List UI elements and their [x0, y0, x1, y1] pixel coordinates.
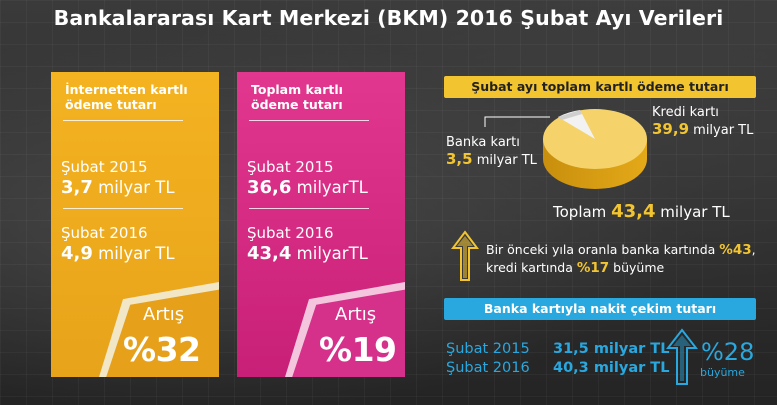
- cash-growth-label: büyüme: [700, 366, 745, 379]
- amount-2015: 3,7 milyar TL: [61, 178, 175, 198]
- growth-line2-suffix: büyüme: [609, 260, 665, 275]
- pie-chart-icon: [543, 109, 647, 189]
- total-line: Toplam 43,4 milyar TL: [553, 201, 730, 222]
- amount-unit: milyar TL: [98, 178, 175, 197]
- up-arrow-icon: [666, 328, 698, 385]
- amount-2016: 4,9 milyar TL: [61, 244, 175, 264]
- card-heading: İnternetten kartlı ödeme tutarı: [65, 82, 188, 112]
- debit-label-text: Banka kartı: [446, 135, 520, 150]
- growth-debit-value: %43: [719, 242, 752, 258]
- amount-unit: milyarTL: [296, 244, 368, 263]
- total-unit: milyar TL: [660, 203, 730, 221]
- debit-label: Banka kartı 3,5 milyar TL: [446, 135, 537, 169]
- divider: [63, 120, 183, 121]
- amount-2015: 36,6 milyarTL: [247, 178, 368, 198]
- growth-line1-prefix: Bir önceki yıla oranla banka kartında: [486, 242, 720, 257]
- total-label: Toplam: [553, 203, 607, 221]
- internet-payment-card: İnternetten kartlı ödeme tutarı Şubat 20…: [51, 72, 219, 377]
- cash-growth-value: %28: [701, 338, 755, 366]
- debit-leader-line: [484, 116, 550, 127]
- cash-row-2016: Şubat 2016: [446, 360, 530, 376]
- debit-value: 3,5: [446, 150, 473, 168]
- amount-value: 3,7: [61, 177, 93, 198]
- amount-2016: 43,4 milyarTL: [247, 244, 368, 264]
- growth-text: Bir önceki yıla oranla banka kartında %4…: [486, 242, 756, 276]
- cash-period: Şubat 2016: [446, 360, 530, 376]
- increase-value: %19: [319, 330, 397, 369]
- credit-label-text: Kredi kartı: [652, 105, 719, 120]
- increase-label: Artış: [335, 304, 377, 325]
- growth-line2-prefix: kredi kartında: [486, 260, 577, 275]
- amount-value: 43,4: [247, 243, 292, 264]
- total-payment-heading: Şubat ayı toplam kartlı ödeme tutarı: [444, 76, 756, 98]
- card-heading: Toplam kartlı ödeme tutarı: [251, 82, 343, 112]
- amount-unit: milyarTL: [296, 178, 368, 197]
- credit-unit: milyar TL: [693, 123, 754, 138]
- cash-value: 40,3 milyar TL: [553, 360, 670, 376]
- period-2016: Şubat 2016: [247, 224, 334, 242]
- cash-period: Şubat 2015: [446, 341, 530, 357]
- period-2016: Şubat 2016: [61, 224, 148, 242]
- pie-slice-debit-shadow: [558, 110, 582, 120]
- credit-label: Kredi kartı 39,9 milyar TL: [652, 105, 753, 139]
- cash-value-2015: 31,5 milyar TL: [553, 341, 669, 357]
- growth-credit-value: %17: [576, 260, 610, 276]
- total-value: 43,4: [611, 201, 656, 222]
- divider: [63, 208, 183, 209]
- amount-value: 4,9: [61, 243, 93, 264]
- amount-unit: milyar TL: [98, 244, 175, 263]
- total-payment-card: Toplam kartlı ödeme tutarı Şubat 2015 36…: [237, 72, 405, 377]
- cash-row-2015: Şubat 2015: [446, 341, 530, 357]
- amount-value: 36,6: [247, 177, 292, 198]
- debit-unit: milyar TL: [476, 153, 537, 168]
- page-title: Bankalararası Kart Merkezi (BKM) 2016 Şu…: [53, 6, 724, 30]
- credit-value: 39,9: [652, 120, 690, 138]
- increase-label: Artış: [143, 304, 185, 325]
- period-2015: Şubat 2015: [247, 158, 334, 176]
- cash-value: 31,5 milyar TL: [553, 341, 670, 357]
- cash-withdrawal-heading: Banka kartıyla nakit çekim tutarı: [444, 298, 756, 320]
- period-2015: Şubat 2015: [61, 158, 148, 176]
- cash-value-2016: 40,3 milyar TL: [553, 360, 669, 376]
- up-arrow-icon: [451, 230, 479, 281]
- divider: [249, 120, 369, 121]
- divider: [249, 208, 369, 209]
- increase-value: %32: [123, 330, 201, 369]
